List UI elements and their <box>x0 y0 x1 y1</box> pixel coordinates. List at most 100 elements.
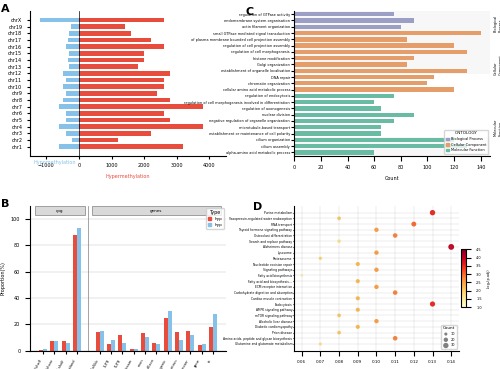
Bar <box>294 94 394 98</box>
Bar <box>79 44 164 49</box>
Bar <box>213 314 217 351</box>
Bar <box>175 332 179 351</box>
Bar <box>198 345 202 351</box>
Bar <box>294 150 374 155</box>
Bar <box>209 327 213 351</box>
Bar <box>294 106 381 111</box>
Bar <box>79 131 150 136</box>
Text: C: C <box>246 7 254 17</box>
Point <box>372 318 380 324</box>
Bar <box>145 337 149 351</box>
FancyBboxPatch shape <box>35 206 85 215</box>
Bar <box>79 98 170 102</box>
Point <box>447 244 455 250</box>
Bar <box>54 341 58 351</box>
Bar <box>294 69 468 73</box>
Bar <box>96 332 100 351</box>
Bar <box>294 131 381 136</box>
Point <box>335 215 343 221</box>
Point <box>372 250 380 256</box>
Point <box>428 210 436 215</box>
Bar <box>294 137 490 155</box>
Bar <box>79 71 170 76</box>
Bar <box>294 138 454 142</box>
Bar <box>294 44 454 48</box>
Bar <box>294 144 468 148</box>
Bar <box>69 31 79 36</box>
Legend: 10, 20, 30: 10, 20, 30 <box>441 325 457 349</box>
Point <box>335 238 343 244</box>
Point <box>372 267 380 273</box>
Bar <box>66 44 79 49</box>
Bar <box>294 50 468 54</box>
Text: Cellular
Component: Cellular Component <box>494 54 500 75</box>
Point <box>354 307 362 313</box>
Text: Molecular
Function: Molecular Function <box>494 119 500 136</box>
Bar <box>294 56 414 61</box>
Bar <box>68 38 79 42</box>
Text: B: B <box>0 199 9 209</box>
Bar <box>79 104 203 109</box>
Bar <box>66 111 79 115</box>
Bar <box>294 37 408 42</box>
Text: Hypomethylation: Hypomethylation <box>33 160 76 165</box>
Text: Biological
Process: Biological Process <box>494 15 500 32</box>
Bar <box>202 344 205 351</box>
Bar <box>100 331 103 351</box>
Bar <box>62 71 79 76</box>
Text: A: A <box>0 4 10 14</box>
Bar <box>66 118 79 122</box>
Bar <box>79 77 164 82</box>
Bar <box>66 91 79 96</box>
Bar <box>40 18 79 22</box>
Bar <box>294 113 414 117</box>
Bar <box>72 138 79 142</box>
Bar <box>39 350 43 351</box>
Bar <box>77 228 81 351</box>
Bar <box>294 31 480 35</box>
Bar <box>294 75 434 79</box>
Bar <box>79 51 144 56</box>
Bar <box>43 349 47 351</box>
Bar <box>71 24 79 29</box>
Legend: hyp, hyp: hyp, hyp <box>206 208 224 229</box>
Bar <box>294 81 428 86</box>
Point <box>391 232 399 238</box>
Bar <box>134 349 138 351</box>
Bar <box>107 344 111 351</box>
Point <box>335 330 343 335</box>
Point <box>391 335 399 341</box>
Bar <box>168 311 172 351</box>
Bar <box>294 12 394 16</box>
Bar <box>122 343 126 351</box>
Bar <box>66 77 79 82</box>
Bar <box>294 11 490 74</box>
X-axis label: Hypermethylation: Hypermethylation <box>106 174 150 179</box>
Bar <box>73 235 77 351</box>
Y-axis label: -log₂(p.adj): -log₂(p.adj) <box>488 269 492 288</box>
Point <box>354 278 362 284</box>
Bar <box>156 344 160 351</box>
Point <box>316 255 324 261</box>
Bar <box>50 341 54 351</box>
Bar <box>118 335 122 351</box>
Bar <box>66 343 70 351</box>
Bar <box>294 18 414 23</box>
Bar <box>62 84 79 89</box>
Point <box>316 341 324 347</box>
Bar <box>79 124 203 129</box>
Bar <box>79 64 138 69</box>
Bar <box>111 340 115 351</box>
Bar <box>186 331 190 351</box>
Bar <box>79 31 131 36</box>
Bar <box>79 38 150 42</box>
Text: D: D <box>253 202 262 212</box>
Bar <box>79 138 118 142</box>
Bar <box>79 118 170 122</box>
Bar <box>68 58 79 62</box>
Point <box>354 295 362 301</box>
Bar <box>79 91 157 96</box>
Point <box>354 261 362 267</box>
Bar <box>60 144 79 149</box>
Bar <box>79 111 164 115</box>
